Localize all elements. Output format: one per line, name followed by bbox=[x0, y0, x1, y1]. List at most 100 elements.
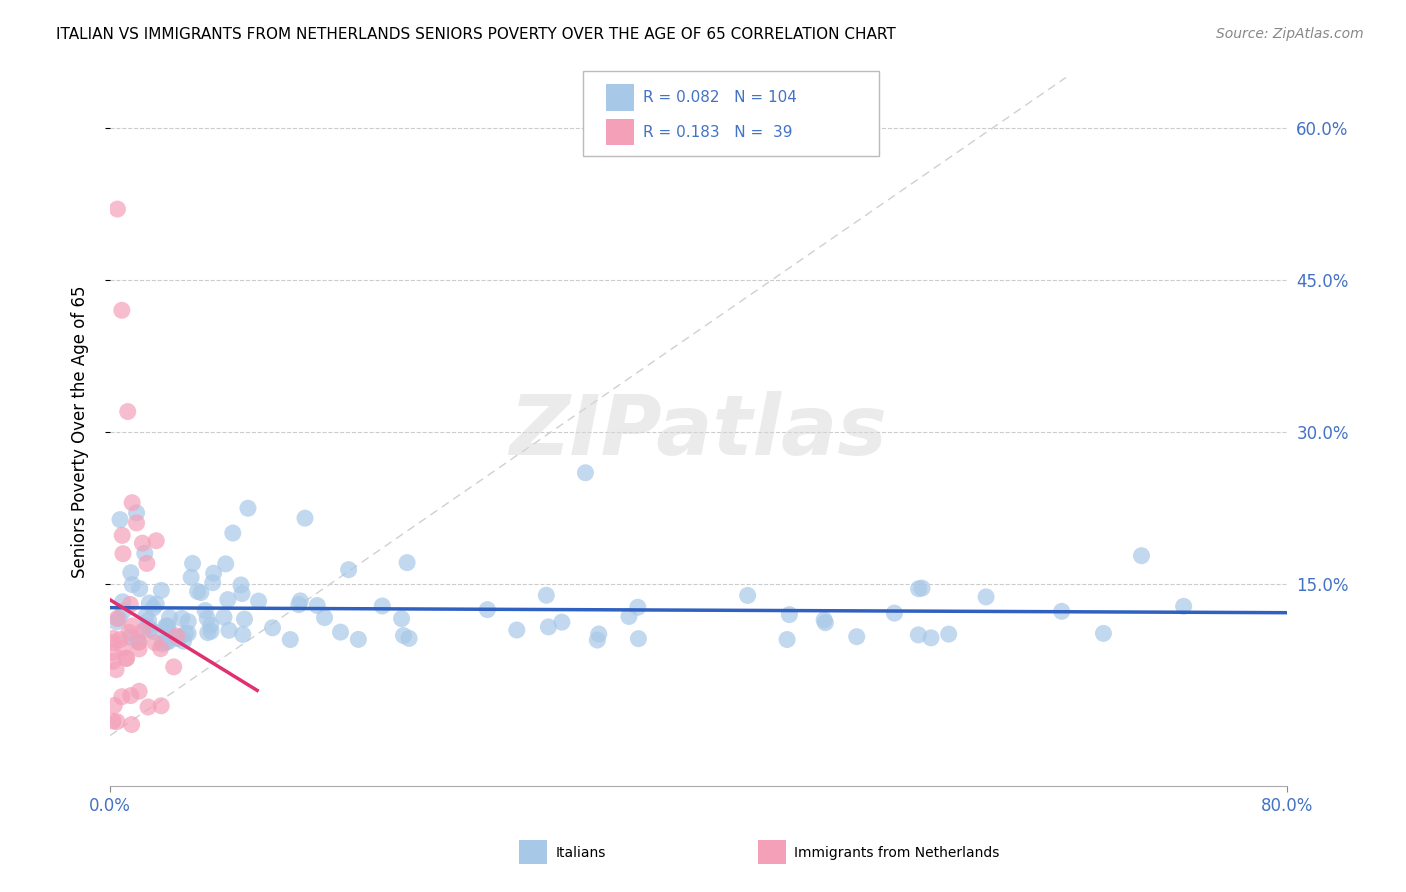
Point bbox=[136, 700, 159, 714]
Point bbox=[218, 624, 240, 638]
Point bbox=[157, 620, 180, 634]
Point bbox=[156, 634, 179, 648]
Point bbox=[177, 615, 200, 629]
Point bbox=[262, 621, 284, 635]
Point bbox=[190, 585, 212, 599]
Point bbox=[139, 622, 162, 636]
Point bbox=[115, 651, 138, 665]
Point bbox=[111, 547, 134, 561]
Point bbox=[121, 619, 143, 633]
Point bbox=[125, 506, 148, 520]
Point bbox=[1050, 604, 1073, 618]
Point bbox=[232, 627, 254, 641]
Point bbox=[222, 526, 245, 541]
Text: Source: ZipAtlas.com: Source: ZipAtlas.com bbox=[1216, 27, 1364, 41]
Point bbox=[120, 598, 142, 612]
Point bbox=[149, 641, 172, 656]
Point bbox=[217, 592, 239, 607]
Point bbox=[120, 689, 142, 703]
Point bbox=[290, 594, 312, 608]
Point bbox=[145, 597, 167, 611]
Point bbox=[173, 634, 195, 648]
Point bbox=[911, 581, 934, 595]
Point bbox=[128, 641, 150, 656]
Point bbox=[105, 611, 128, 625]
Point bbox=[371, 599, 394, 613]
Point bbox=[776, 632, 799, 647]
Point bbox=[115, 651, 138, 665]
Point bbox=[574, 466, 596, 480]
Text: Italians: Italians bbox=[555, 846, 606, 860]
Y-axis label: Seniors Poverty Over the Age of 65: Seniors Poverty Over the Age of 65 bbox=[72, 285, 89, 578]
Point bbox=[307, 599, 329, 613]
Point bbox=[163, 660, 186, 674]
Point bbox=[117, 404, 139, 418]
Point bbox=[121, 577, 143, 591]
Point bbox=[215, 557, 238, 571]
Point bbox=[278, 632, 301, 647]
Point bbox=[118, 625, 141, 640]
Point bbox=[233, 612, 256, 626]
Point bbox=[537, 620, 560, 634]
Point bbox=[108, 611, 131, 625]
Point bbox=[586, 633, 609, 648]
Point bbox=[247, 594, 270, 608]
Point bbox=[101, 714, 124, 728]
Point bbox=[1130, 549, 1153, 563]
Point bbox=[229, 578, 252, 592]
Point bbox=[813, 613, 835, 627]
Point bbox=[187, 584, 209, 599]
Point bbox=[111, 595, 134, 609]
Point bbox=[111, 303, 134, 318]
Text: R = 0.183   N =  39: R = 0.183 N = 39 bbox=[643, 125, 792, 139]
Point bbox=[627, 600, 650, 615]
Point bbox=[105, 714, 128, 729]
Point bbox=[135, 557, 157, 571]
Point bbox=[157, 634, 180, 648]
Text: R = 0.082   N = 104: R = 0.082 N = 104 bbox=[643, 90, 796, 105]
Point bbox=[111, 690, 134, 704]
Point bbox=[134, 546, 156, 560]
Point bbox=[156, 622, 179, 636]
Point bbox=[197, 625, 219, 640]
Point bbox=[974, 590, 997, 604]
Point bbox=[166, 632, 188, 646]
Point bbox=[101, 654, 124, 668]
Point bbox=[194, 603, 217, 617]
Point bbox=[108, 632, 131, 647]
Point bbox=[150, 698, 173, 713]
Point bbox=[398, 632, 420, 646]
Point bbox=[108, 513, 131, 527]
Point bbox=[101, 645, 124, 659]
Text: ITALIAN VS IMMIGRANTS FROM NETHERLANDS SENIORS POVERTY OVER THE AGE OF 65 CORREL: ITALIAN VS IMMIGRANTS FROM NETHERLANDS S… bbox=[56, 27, 896, 42]
Point bbox=[920, 631, 942, 645]
Point bbox=[125, 632, 148, 646]
Point bbox=[195, 611, 218, 625]
Point bbox=[337, 563, 360, 577]
Point bbox=[174, 626, 197, 640]
Point bbox=[202, 566, 225, 581]
Point bbox=[212, 610, 235, 624]
Point bbox=[105, 615, 128, 629]
Point bbox=[181, 557, 204, 571]
Point bbox=[938, 627, 960, 641]
Point bbox=[617, 609, 640, 624]
Point bbox=[391, 612, 413, 626]
Point bbox=[169, 630, 191, 644]
Point bbox=[111, 641, 134, 656]
Text: ZIPatlas: ZIPatlas bbox=[509, 392, 887, 472]
Text: Immigrants from Netherlands: Immigrants from Netherlands bbox=[794, 846, 1000, 860]
Point bbox=[145, 533, 167, 548]
Point bbox=[536, 588, 558, 602]
Point bbox=[392, 629, 415, 643]
Point bbox=[288, 598, 311, 612]
Point bbox=[180, 570, 202, 584]
Point bbox=[236, 501, 259, 516]
Point bbox=[167, 632, 190, 646]
Point bbox=[1173, 599, 1195, 614]
Point bbox=[111, 528, 134, 542]
Point bbox=[101, 632, 124, 646]
Point bbox=[128, 635, 150, 649]
Point bbox=[551, 615, 574, 629]
Point bbox=[150, 583, 173, 598]
